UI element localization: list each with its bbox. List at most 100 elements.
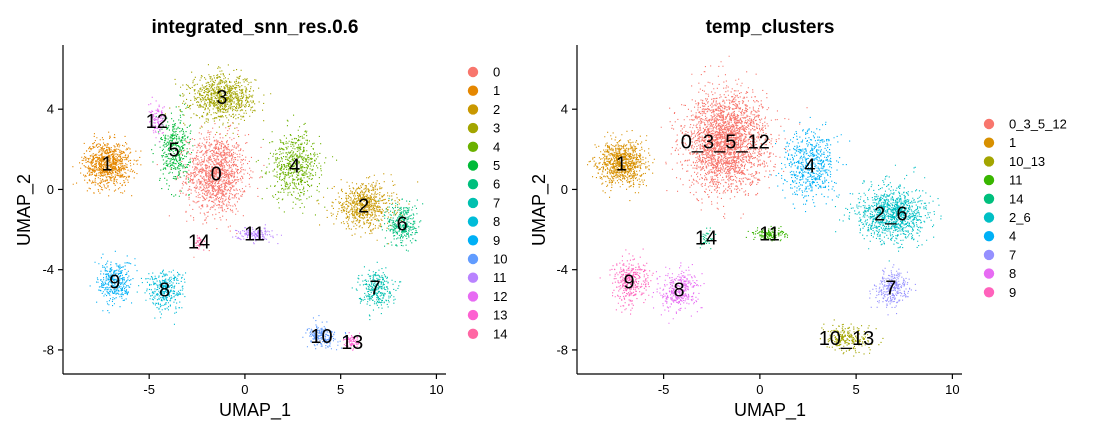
y-tick-label: 0: [561, 182, 568, 197]
legend-label: 11: [1009, 173, 1023, 188]
legend-swatch: [467, 309, 479, 321]
cluster-label-14: 14: [188, 232, 210, 254]
legend-swatch: [983, 231, 995, 242]
legend-item-0: 0: [467, 65, 500, 80]
points-11: [232, 224, 282, 245]
legend-swatch: [983, 212, 995, 223]
legend-item-10_13: 10_13: [983, 154, 1045, 169]
points-9: [599, 248, 654, 315]
legend-swatch: [467, 122, 479, 134]
legend-item-14: 14: [467, 326, 507, 341]
cluster-label-0: 0: [211, 163, 222, 185]
y-tick-label: -4: [42, 262, 54, 277]
points-9: [89, 250, 138, 314]
points-6: [378, 197, 424, 252]
points-3: [164, 64, 272, 138]
y-tick-label: 4: [47, 102, 54, 117]
y-tick-label: 0: [47, 182, 54, 197]
legend-swatch: [983, 249, 995, 261]
x-tick-label: 10: [429, 382, 443, 397]
x-ticks: -5 0 5 10: [143, 374, 444, 397]
points-2_6: [834, 164, 942, 262]
y-ticks: -8 -4 0 4: [42, 102, 63, 357]
y-axis-label: UMAP_2: [529, 174, 550, 246]
legend-label: 12: [493, 289, 507, 304]
y-tick-label: -4: [556, 262, 568, 277]
cluster-label-10: 10: [310, 326, 332, 348]
legend-swatch: [983, 174, 995, 186]
x-tick-label: 5: [853, 382, 860, 397]
legend-label: 7: [1009, 247, 1016, 262]
y-tick-label: -8: [556, 342, 568, 357]
points-11: [745, 225, 789, 242]
cluster-label-9: 9: [109, 272, 120, 294]
legend-item-7: 7: [467, 195, 500, 210]
legend-item-10: 10: [467, 252, 507, 267]
x-tick-label: -5: [658, 382, 670, 397]
legend-swatch: [467, 197, 479, 209]
legend-label: 11: [493, 270, 507, 285]
legend-item-8: 8: [983, 266, 1016, 281]
legend-item-9: 9: [467, 233, 500, 248]
chart-title: integrated_snn_res.0.6: [152, 17, 359, 38]
legend-item-7: 7: [983, 247, 1016, 262]
cluster-label-8: 8: [673, 280, 684, 302]
scatter-points: [587, 55, 942, 357]
y-ticks: -8 -4 0 4: [556, 102, 577, 357]
points-0_3_5_12: [660, 55, 808, 219]
cluster-points-10: [302, 315, 347, 351]
x-tick-label: 10: [945, 382, 959, 397]
cluster-points-3: [164, 64, 272, 138]
legend-item-11: 11: [983, 173, 1023, 188]
cluster-label-11: 11: [244, 224, 265, 246]
y-tick-label: 4: [561, 102, 568, 117]
legend-item-13: 13: [467, 308, 507, 323]
cluster-points-13: [342, 332, 362, 351]
cluster-label-11: 11: [759, 224, 780, 246]
legend-label: 14: [1009, 191, 1023, 206]
x-tick-label: -5: [143, 382, 155, 397]
legend-label: 4: [1009, 229, 1016, 244]
chart-title: temp_clusters: [706, 17, 835, 38]
cluster-label-13: 13: [341, 332, 363, 354]
legend-item-9: 9: [983, 285, 1016, 300]
cluster-points-9: [89, 250, 138, 314]
legend-label: 9: [493, 233, 500, 248]
legend-swatch: [467, 85, 479, 96]
legend-label: 0: [493, 65, 500, 80]
legend-label: 9: [1009, 285, 1016, 300]
cluster-labels: 0_3_5_12 1 10_13 11 14 2_6 4 7 8 9: [616, 131, 908, 350]
legend-item-2_6: 2_6: [983, 210, 1031, 225]
cluster-label-14: 14: [695, 228, 717, 250]
legend-item-2: 2: [467, 102, 500, 117]
cluster-label-9: 9: [623, 272, 634, 294]
legend-swatch: [983, 156, 995, 167]
legend-item-4: 4: [467, 139, 500, 154]
legend-swatch: [983, 193, 995, 204]
cluster-label-2: 2: [358, 196, 369, 218]
cluster-label-2_6: 2_6: [874, 204, 907, 226]
cluster-points-8: [651, 262, 705, 324]
cluster-label-4: 4: [804, 155, 815, 177]
cluster-label-1: 1: [101, 153, 112, 175]
cluster-label-10_13: 10_13: [819, 328, 875, 350]
legend-item-14: 14: [983, 191, 1023, 206]
cluster-label-12: 12: [146, 111, 168, 133]
cluster-points-11: [745, 225, 789, 242]
legend: 0_3_5_12 1 10_13 11 14 2_6 4 7 8 9: [983, 117, 1067, 300]
points-4: [255, 114, 338, 216]
cluster-label-5: 5: [169, 139, 180, 161]
legend-item-0_3_5_12: 0_3_5_12: [983, 117, 1067, 132]
cluster-points-4: [255, 114, 338, 216]
cluster-points-2: [316, 173, 419, 245]
legend-item-1: 1: [983, 135, 1016, 150]
points-14: [195, 235, 206, 251]
cluster-points-14: [699, 227, 717, 250]
legend-label: 0_3_5_12: [1009, 117, 1067, 132]
legend-swatch: [467, 216, 479, 227]
cluster-points-9: [599, 248, 654, 315]
legend-label: 3: [493, 121, 500, 136]
